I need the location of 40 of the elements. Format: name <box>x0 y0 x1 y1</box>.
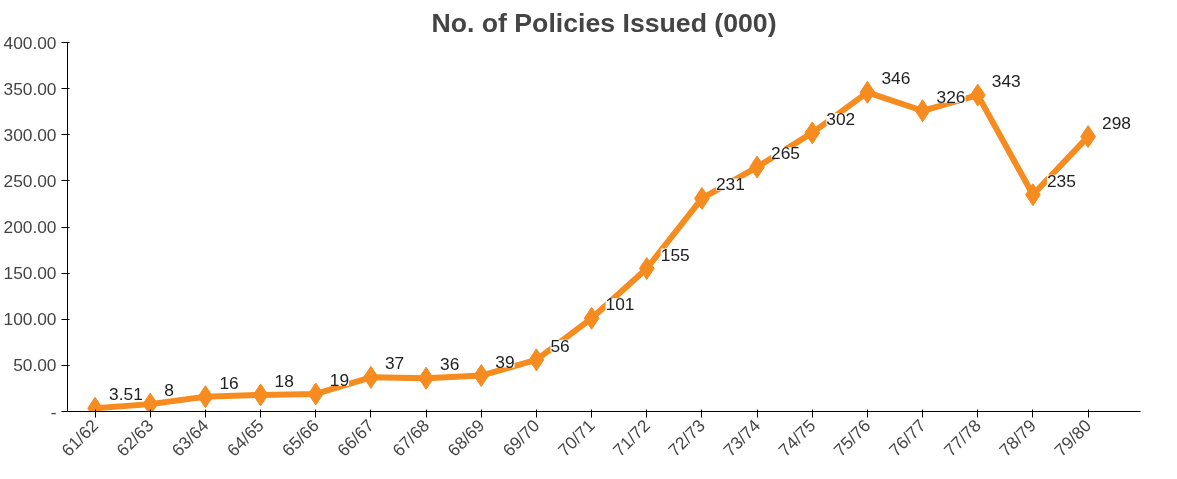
data-label: 101 <box>605 294 635 315</box>
point <box>473 364 490 388</box>
y-tick-label: 200.00 <box>3 217 57 237</box>
point <box>914 99 931 123</box>
point <box>528 348 545 372</box>
data-label: 8 <box>164 380 174 401</box>
data-label: 16 <box>219 372 239 393</box>
y-tick-label: 350.00 <box>3 78 57 99</box>
data-label: 19 <box>329 369 350 390</box>
data-label: 326 <box>936 86 966 107</box>
point <box>804 121 821 145</box>
y-tick-label: 50.00 <box>13 355 57 376</box>
data-label: 3.51 <box>109 384 143 405</box>
data-label: 155 <box>660 244 690 265</box>
data-label: 346 <box>881 68 911 89</box>
point <box>307 382 324 406</box>
point <box>197 385 214 409</box>
chart-title: No. of Policies Issued (000) <box>431 7 777 38</box>
point <box>638 257 655 281</box>
point <box>583 306 600 330</box>
data-label: 39 <box>495 351 515 372</box>
data-label: 36 <box>440 354 460 375</box>
y-tick-label: 100.00 <box>3 309 57 330</box>
data-label: 18 <box>274 370 294 391</box>
y-tick-label: - <box>50 401 57 422</box>
point <box>252 383 269 407</box>
y-tick-label: 250.00 <box>3 170 57 191</box>
data-label: 302 <box>826 108 856 129</box>
data-label: 298 <box>1102 112 1132 133</box>
data-label: 265 <box>771 143 801 164</box>
data-label: 235 <box>1046 170 1076 191</box>
point <box>969 83 986 107</box>
data-label: 343 <box>991 71 1021 92</box>
y-tick-label: 400.00 <box>3 32 57 53</box>
data-label: 56 <box>550 335 570 356</box>
data-label: 231 <box>715 174 745 195</box>
y-tick-label: 300.00 <box>3 124 57 145</box>
data-label: 37 <box>384 353 405 374</box>
point <box>859 80 876 104</box>
y-tick-label: 150.00 <box>3 263 57 284</box>
